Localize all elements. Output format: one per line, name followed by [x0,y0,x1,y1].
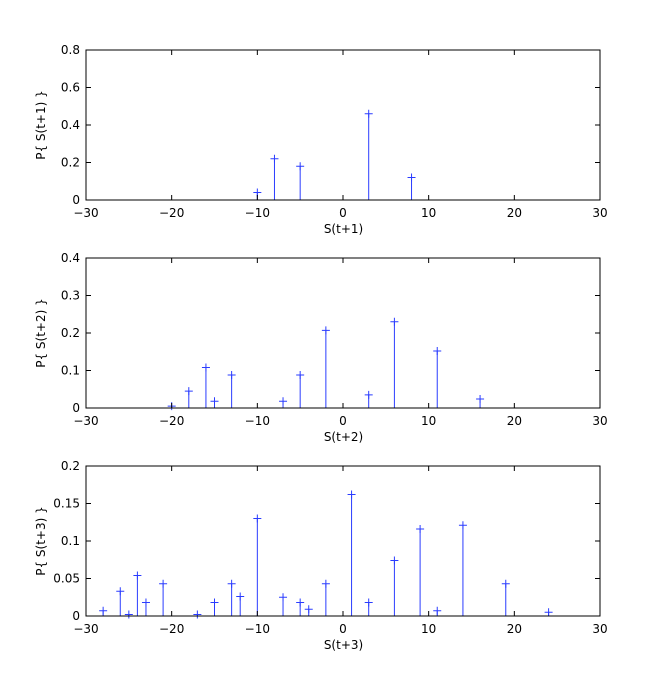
x-axis-label-3: S(t+3) [324,638,363,652]
stem-marker-1-4 [364,109,373,118]
y-tick-label-3-4: 0.15 [53,497,80,511]
x-axis-label-2: S(t+2) [324,430,363,444]
x-tick-label-2-1: −30 [73,414,98,428]
x-tick-label-1-7: 30 [592,206,607,220]
y-tick-label-3-3: 0.1 [61,534,80,548]
x-tick-label-1-5: 10 [421,206,436,220]
chart-panel-3: −30 −20 −10 0 10 20 30 0 0.05 0.1 0.15 0.2 S(t+3) P{ … [34,459,608,652]
stem-marker-3-18 [390,556,399,565]
stem-marker-2-5 [227,371,236,379]
y-tick-label-1-1: 0 [72,193,80,207]
x-tick-label-1-1: −30 [73,206,98,220]
x-axis-label-1: S(t+1) [324,222,363,236]
x-tick-label-1-4: 0 [339,206,347,220]
stem-marker-3-8 [210,598,219,607]
y-axis-label-2: P{ S(t+2) } [34,298,48,368]
y-tick-label-3-1: 0 [72,609,80,623]
y-tick-label-1-5: 0.8 [61,43,80,57]
stem-marker-2-12 [476,395,485,403]
stem-marker-3-9 [227,579,236,588]
stem-marker-2-9 [364,390,373,399]
y-tick-label-2-3: 0.2 [61,326,80,340]
stem-marker-3-2 [116,587,125,596]
stem-marker-3-5 [141,598,150,607]
x-tick-label-3-5: 10 [421,622,436,636]
y-tick-label-3-5: 0.2 [61,459,80,473]
y-tick-label-1-4: 0.6 [61,81,80,95]
x-tick-label-3-4: 0 [339,622,347,636]
stem-marker-1-3 [296,162,305,171]
stem-marker-3-10 [236,592,245,601]
y-tick-label-1-2: 0.2 [61,156,80,170]
stem-marker-3-21 [458,521,467,530]
stem-marker-3-3 [124,610,133,619]
stem-marker-1-5 [407,173,416,182]
stem-marker-3-6 [159,579,168,588]
stem-marker-3-22 [501,579,510,588]
y-tick-label-2-4: 0.3 [61,289,80,303]
stem-marker-2-7 [296,371,305,379]
stem-marker-3-1 [99,606,108,615]
x-tick-label-2-4: 0 [339,414,347,428]
stem-marker-3-11 [253,514,262,523]
stem-marker-3-4 [133,571,142,580]
stem-marker-2-3 [201,363,210,372]
x-tick-label-1-2: −20 [159,206,184,220]
y-tick-label-2-2: 0.1 [61,364,80,378]
stem-marker-1-2 [270,154,279,163]
stem-marker-2-2 [184,387,193,396]
stem-marker-2-4 [210,397,219,406]
y-axis-label-1: P{ S(t+1) } [34,90,48,160]
stem-marker-3-12 [279,593,288,602]
x-tick-label-3-6: 20 [507,622,522,636]
axes-frame-1 [85,49,601,201]
stem-marker-3-19 [416,525,425,533]
y-tick-label-3-2: 0.05 [53,572,80,586]
chart-panel-1: −30 −20 −10 0 10 20 30 0 0.2 0.4 0.6 0.8 S(t+1) P{ S(… [34,43,608,236]
stem-marker-3-7 [193,610,202,619]
x-tick-label-2-2: −20 [159,414,184,428]
y-tick-label-2-5: 0.4 [61,251,80,265]
stem-marker-3-13 [296,598,305,607]
y-tick-label-2-1: 0 [72,401,80,415]
stem-marker-3-17 [364,598,373,607]
stem-marker-2-6 [279,397,288,406]
x-tick-label-1-6: 20 [507,206,522,220]
y-tick-label-1-3: 0.4 [61,118,80,132]
x-tick-label-2-3: −10 [245,414,270,428]
axes-frame-2 [85,257,601,409]
x-tick-label-2-5: 10 [421,414,436,428]
stem-marker-2-11 [433,347,442,355]
stem-marker-2-8 [321,326,330,335]
stem-marker-3-23 [544,608,553,617]
x-tick-label-2-7: 30 [592,414,607,428]
stem-marker-3-15 [321,579,330,588]
x-tick-label-2-6: 20 [507,414,522,428]
x-tick-label-1-3: −10 [245,206,270,220]
x-tick-label-3-1: −30 [73,622,98,636]
x-tick-label-3-2: −20 [159,622,184,636]
stem-marker-3-14 [304,605,313,614]
stem-marker-3-16 [347,490,356,499]
chart-panel-2: −30 −20 −10 0 10 20 30 0 0.1 0.2 0.3 0.4 S(t+2) P{ S(… [34,251,608,444]
x-tick-label-3-7: 30 [592,622,607,636]
stem-marker-3-20 [433,606,442,615]
x-tick-label-3-3: −10 [245,622,270,636]
y-axis-label-3: P{ S(t+3) } [34,506,48,576]
stem-marker-2-10 [390,317,399,326]
